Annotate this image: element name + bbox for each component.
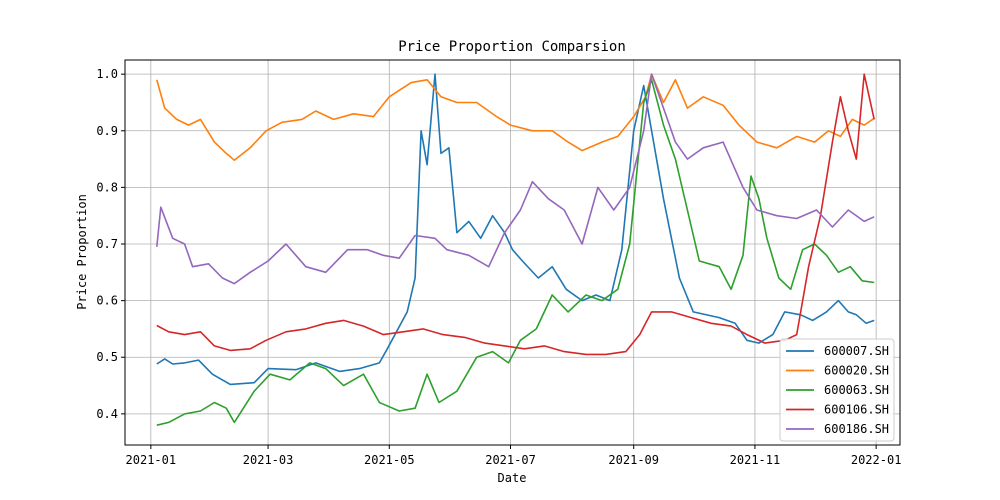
legend-entry: 600063.SH (824, 383, 889, 397)
series-line-600020-sh (156, 73, 875, 161)
legend-entry: 600007.SH (824, 344, 889, 358)
legend: 600007.SH 600020.SH 600063.SH 600106.SH 6001… (779, 338, 895, 442)
y-tick-label: 0.9 (96, 124, 118, 138)
series-lines (156, 73, 875, 426)
y-tick-label: 0.8 (96, 180, 118, 194)
series-line-600106-sh (156, 73, 875, 356)
plot-frame (124, 59, 901, 446)
y-axis-ticks: 0.4 0.5 0.6 0.7 0.8 0.9 1.0 (96, 67, 125, 421)
legend-box (779, 338, 895, 442)
x-axis-label: Date (498, 471, 527, 485)
x-tick-label: 2022-01 (851, 453, 902, 467)
x-tick-label: 2021-05 (364, 453, 415, 467)
y-tick-label: 0.6 (96, 294, 118, 308)
x-axis-ticks: 2021-01 2021-03 2021-05 2021-07 2021-09 2021-… (126, 445, 902, 467)
x-tick-label: 2021-03 (243, 453, 294, 467)
x-tick-label: 2021-01 (126, 453, 177, 467)
legend-entry: 600020.SH (824, 364, 889, 378)
y-tick-label: 0.5 (96, 350, 118, 364)
y-tick-label: 0.4 (96, 407, 118, 421)
series-line-600063-sh (156, 79, 875, 426)
x-tick-label: 2021-07 (485, 453, 536, 467)
y-tick-label: 0.7 (96, 237, 118, 251)
series-line-600007-sh (156, 73, 875, 386)
chart-title: Price Proportion Comparsion (398, 39, 626, 55)
x-tick-label: 2021-09 (608, 453, 659, 467)
y-axis-label: Price Proportion (75, 194, 89, 310)
series-line-600186-sh (156, 73, 875, 285)
legend-entry: 600186.SH (824, 422, 889, 436)
legend-entry: 600106.SH (824, 403, 889, 417)
x-tick-label: 2021-11 (730, 453, 781, 467)
y-tick-label: 1.0 (96, 67, 118, 81)
grid (125, 60, 900, 445)
